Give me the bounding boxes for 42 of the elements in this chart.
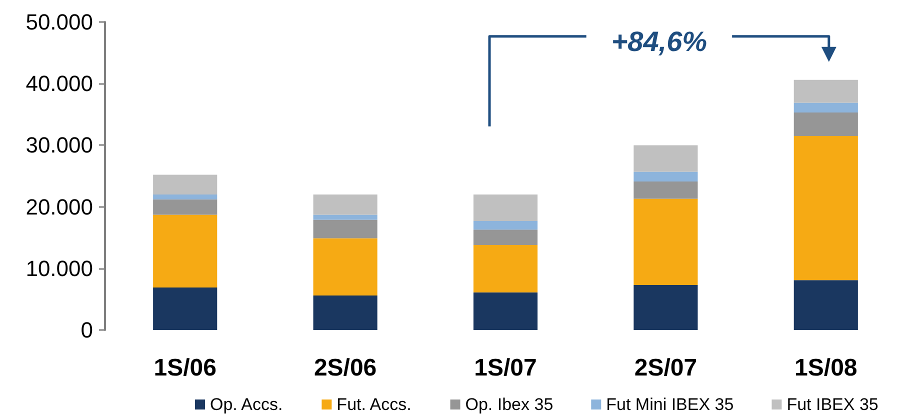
bar bbox=[794, 80, 858, 103]
legend-label: Fut. Accs. bbox=[336, 395, 412, 414]
bar bbox=[794, 280, 858, 330]
y-tick-label: 50.000 bbox=[26, 10, 93, 34]
bar bbox=[153, 174, 218, 194]
bar bbox=[313, 214, 378, 220]
legend-label: Op. Accs. bbox=[210, 395, 283, 414]
bar bbox=[473, 194, 538, 221]
x-tick-label: 2S/06 bbox=[314, 354, 377, 382]
bar bbox=[634, 145, 698, 172]
bar bbox=[794, 102, 858, 113]
bar bbox=[634, 172, 698, 182]
bar bbox=[313, 296, 378, 330]
y-tick-label: 30.000 bbox=[26, 132, 93, 158]
y-tick-label: 20.000 bbox=[26, 194, 93, 220]
bar bbox=[473, 292, 538, 330]
x-tick-label: 2S/07 bbox=[634, 354, 698, 382]
y-tick-label: 10.000 bbox=[26, 256, 93, 281]
y-tick-label: 40.000 bbox=[26, 71, 93, 96]
bar bbox=[313, 194, 378, 215]
x-tick-label: 1S/08 bbox=[794, 354, 858, 382]
bar bbox=[473, 244, 538, 292]
bar bbox=[153, 214, 218, 288]
bar bbox=[794, 136, 858, 280]
x-tick-label: 1S/07 bbox=[474, 354, 537, 382]
bar bbox=[794, 112, 858, 136]
y-tick-label: 0 bbox=[80, 318, 93, 342]
bar bbox=[634, 182, 698, 199]
x-tick-label: 1S/06 bbox=[154, 354, 216, 382]
bar bbox=[473, 220, 538, 230]
bar bbox=[473, 230, 538, 245]
legend-label: Fut Mini IBEX 35 bbox=[606, 395, 734, 414]
bar bbox=[313, 238, 378, 296]
annotation: +84,6% bbox=[611, 26, 708, 57]
bar bbox=[153, 287, 218, 330]
bar bbox=[153, 199, 218, 215]
bar bbox=[313, 220, 378, 238]
bar bbox=[153, 194, 218, 200]
bar bbox=[634, 198, 698, 286]
legend-label: Fut IBEX 35 bbox=[786, 395, 878, 414]
bar bbox=[634, 285, 698, 330]
legend-label: Op. Ibex 35 bbox=[465, 395, 554, 414]
